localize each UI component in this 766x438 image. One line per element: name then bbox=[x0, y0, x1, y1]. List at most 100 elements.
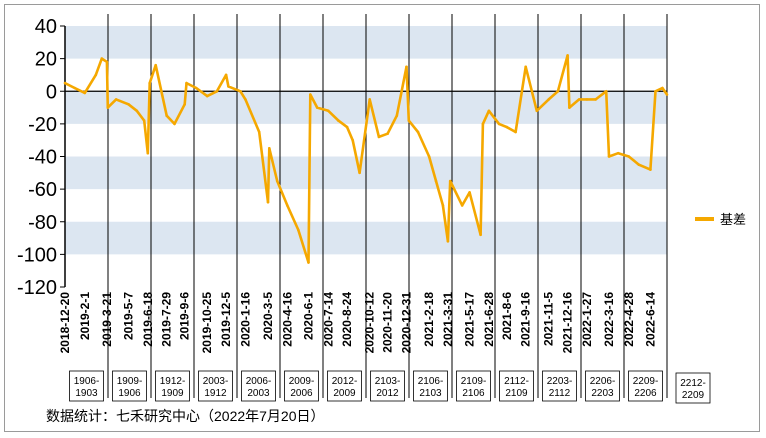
data-point bbox=[307, 261, 310, 264]
x-tick-label: 2019-7-29 bbox=[160, 292, 174, 347]
contract-label-0: 1906- bbox=[74, 376, 100, 387]
contract-box-8 bbox=[413, 370, 448, 402]
data-point bbox=[100, 57, 104, 60]
data-point bbox=[637, 163, 641, 166]
contract-label-12: 2203 bbox=[591, 388, 614, 399]
x-tick-label: 2020-7-14 bbox=[321, 292, 335, 347]
x-tick-label: 2021-5-17 bbox=[463, 292, 477, 347]
data-point bbox=[244, 98, 247, 101]
x-tick-label: 2019-10-25 bbox=[200, 292, 214, 354]
data-point bbox=[395, 114, 399, 117]
x-tick-label: 2021-12-16 bbox=[561, 292, 575, 354]
data-point bbox=[154, 63, 157, 67]
contract-label-13: 2209- bbox=[633, 376, 659, 387]
x-tick-label: 2020-4-16 bbox=[280, 292, 294, 347]
y-tick-label: -20 bbox=[28, 114, 57, 136]
data-point bbox=[368, 98, 372, 101]
contract-label-5: 2009- bbox=[289, 376, 315, 387]
x-tick-label: 2021-8-6 bbox=[500, 292, 514, 340]
x-tick-label: 2019-9-6 bbox=[178, 292, 192, 340]
y-tick-label: -60 bbox=[28, 179, 57, 201]
contract-label-6: 2009 bbox=[333, 388, 356, 399]
contract-label-0: 1903 bbox=[75, 388, 98, 399]
data-point bbox=[661, 86, 664, 90]
contract-label-3: 2003- bbox=[203, 376, 229, 387]
contract-box-7 bbox=[370, 370, 405, 402]
data-point bbox=[448, 179, 452, 183]
data-point bbox=[114, 98, 118, 101]
data-point bbox=[627, 155, 631, 158]
data-point bbox=[607, 155, 611, 158]
data-point bbox=[286, 204, 289, 207]
series-layer bbox=[63, 54, 669, 264]
data-point bbox=[227, 85, 230, 88]
data-point bbox=[566, 54, 569, 57]
x-tick-label: 2020-12-31 bbox=[400, 292, 414, 354]
data-point bbox=[127, 103, 130, 106]
y-tick-label: -120 bbox=[17, 277, 57, 299]
y-tick-label: -100 bbox=[17, 244, 57, 266]
x-tick-label: 2020-8-24 bbox=[340, 292, 354, 347]
x-tick-label: 2021-11-5 bbox=[542, 292, 556, 346]
data-point bbox=[63, 81, 67, 85]
x-axis-ticks: 2018-12-20 2019-2-1 2019-3-21 2019-5-7 2019-… bbox=[58, 292, 657, 354]
data-point bbox=[351, 138, 355, 142]
y-tick-label: -40 bbox=[28, 147, 57, 169]
x-tick-label: 2019-2-1 bbox=[78, 292, 92, 340]
data-point bbox=[604, 90, 608, 93]
x-tick-label: 2020-6-1 bbox=[301, 292, 315, 340]
contract-label-12: 2206- bbox=[590, 376, 616, 387]
contract-box-4 bbox=[241, 370, 276, 402]
x-tick-label: 2019-12-5 bbox=[219, 292, 233, 347]
data-point bbox=[106, 106, 110, 109]
contract-label-14: 2209 bbox=[682, 390, 705, 401]
data-point bbox=[594, 98, 597, 101]
x-tick-label: 2021-9-16 bbox=[519, 292, 533, 347]
legend: 基差 bbox=[695, 212, 746, 227]
data-point bbox=[173, 122, 176, 126]
data-point bbox=[224, 73, 228, 77]
data-point bbox=[434, 179, 438, 183]
contract-label-11: 2112 bbox=[549, 388, 571, 399]
contract-label-7: 2012 bbox=[376, 388, 399, 399]
data-point bbox=[315, 106, 319, 109]
data-point bbox=[215, 90, 219, 93]
contract-box-0 bbox=[69, 370, 104, 402]
contract-box-1 bbox=[112, 370, 147, 402]
data-point bbox=[377, 135, 381, 139]
data-point bbox=[73, 86, 76, 90]
contract-label-9: 2106 bbox=[462, 388, 485, 399]
contract-label-4: 2003 bbox=[247, 388, 270, 399]
data-point bbox=[194, 86, 198, 90]
data-point bbox=[405, 65, 408, 69]
y-tick-label: 20 bbox=[35, 49, 57, 71]
x-tick-label: 2021-6-28 bbox=[482, 292, 496, 347]
contract-label-8: 2103 bbox=[419, 388, 442, 399]
contract-box-6 bbox=[327, 370, 362, 402]
contract-box-13 bbox=[628, 370, 663, 402]
data-point bbox=[481, 122, 485, 126]
data-point bbox=[386, 132, 389, 135]
data-point bbox=[268, 147, 271, 150]
contract-box-9 bbox=[456, 370, 491, 402]
x-tick-label: 2022-6-14 bbox=[643, 292, 657, 347]
contract-box-11 bbox=[542, 370, 577, 402]
y-tick-label: 0 bbox=[46, 81, 57, 103]
data-point bbox=[514, 130, 517, 134]
data-point bbox=[577, 98, 581, 101]
legend-label: 基差 bbox=[720, 212, 746, 227]
data-point bbox=[547, 98, 550, 101]
data-point bbox=[297, 228, 300, 232]
data-point bbox=[148, 81, 151, 85]
data-point bbox=[505, 125, 509, 129]
contract-label-13: 2206 bbox=[634, 388, 657, 399]
x-tick-label: 2020-1-16 bbox=[238, 292, 252, 347]
y-axis-ticks: 40 20 0 -20 -40 -60 -80 -100 -120 bbox=[17, 16, 65, 299]
y-tick-label: -80 bbox=[28, 212, 57, 234]
contract-box-5 bbox=[284, 370, 319, 402]
data-point bbox=[135, 109, 139, 113]
data-point bbox=[185, 81, 188, 85]
contract-label-8: 2106- bbox=[418, 376, 444, 387]
contract-box-10 bbox=[499, 370, 534, 402]
